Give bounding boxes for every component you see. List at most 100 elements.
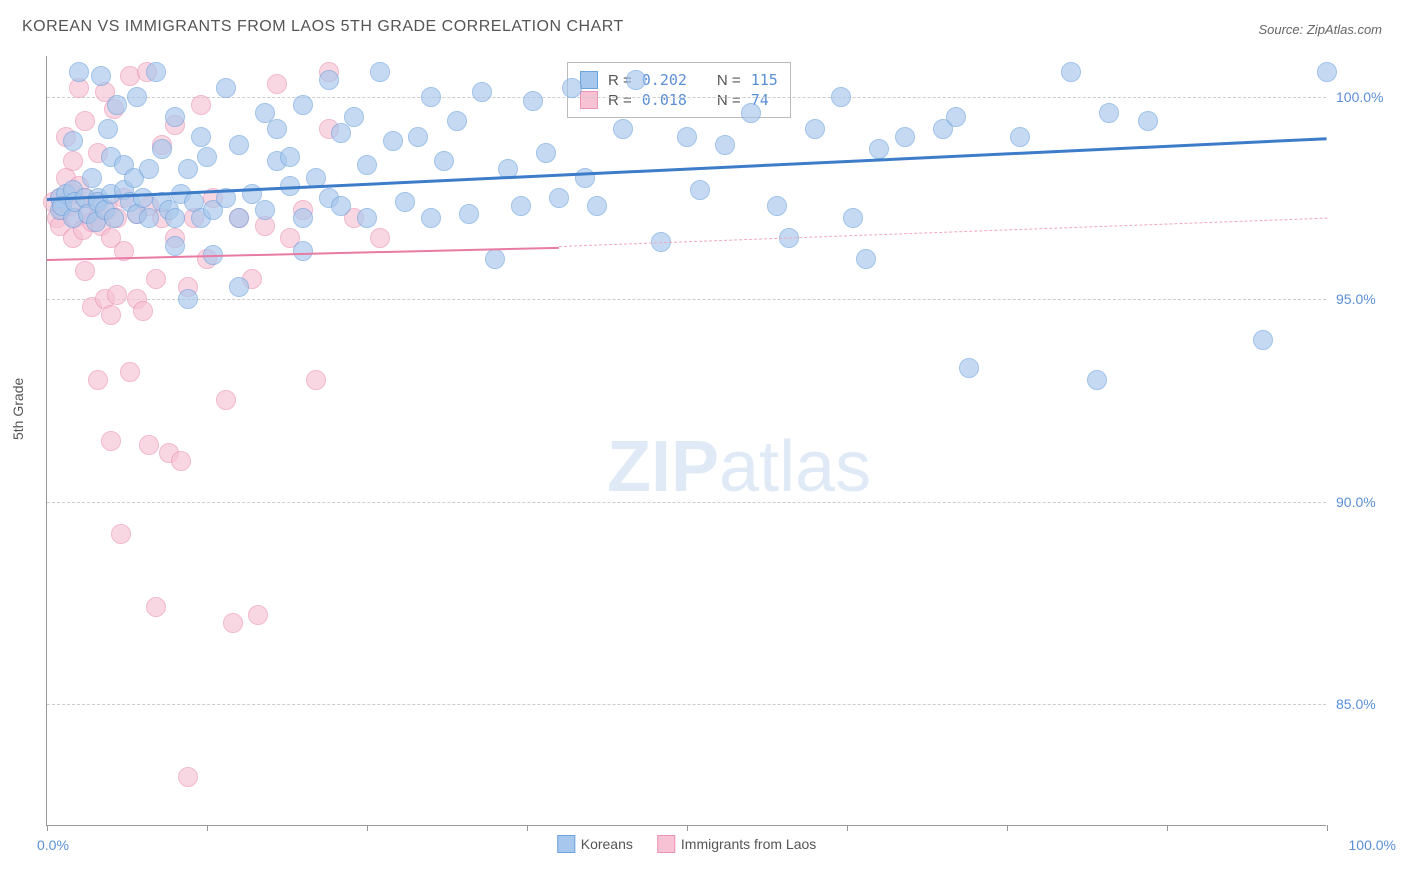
laos-point xyxy=(146,269,166,289)
koreans-point xyxy=(216,78,236,98)
laos-point xyxy=(101,305,121,325)
legend-label: Immigrants from Laos xyxy=(681,836,816,852)
koreans-point xyxy=(895,127,915,147)
legend: Koreans Immigrants from Laos xyxy=(557,835,817,853)
legend-label: Koreans xyxy=(581,836,633,852)
koreans-point xyxy=(587,196,607,216)
koreans-point xyxy=(267,119,287,139)
koreans-point xyxy=(421,87,441,107)
koreans-point xyxy=(472,82,492,102)
koreans-point xyxy=(715,135,735,155)
koreans-point xyxy=(331,196,351,216)
laos-point xyxy=(306,370,326,390)
laos-point xyxy=(75,261,95,281)
koreans-point xyxy=(408,127,428,147)
gridline xyxy=(47,704,1326,705)
koreans-point xyxy=(1010,127,1030,147)
x-axis-max-label: 100.0% xyxy=(1349,837,1396,853)
koreans-point xyxy=(104,208,124,228)
koreans-point xyxy=(562,78,582,98)
laos-point xyxy=(63,151,83,171)
n-value: 115 xyxy=(751,71,778,89)
koreans-point xyxy=(139,159,159,179)
koreans-point xyxy=(549,188,569,208)
koreans-point xyxy=(344,107,364,127)
koreans-point xyxy=(293,208,313,228)
x-tick xyxy=(687,825,688,831)
laos-point xyxy=(171,451,191,471)
koreans-point xyxy=(395,192,415,212)
x-tick xyxy=(1327,825,1328,831)
koreans-point xyxy=(613,119,633,139)
watermark-bold: ZIP xyxy=(607,427,719,507)
legend-item: Immigrants from Laos xyxy=(657,835,816,853)
koreans-point xyxy=(319,70,339,90)
x-tick xyxy=(527,825,528,831)
koreans-point xyxy=(485,249,505,269)
koreans-point xyxy=(152,139,172,159)
koreans-point xyxy=(293,241,313,261)
koreans-point xyxy=(280,147,300,167)
koreans-point xyxy=(856,249,876,269)
x-tick xyxy=(367,825,368,831)
laos-point xyxy=(216,390,236,410)
koreans-point xyxy=(459,204,479,224)
laos-point xyxy=(178,767,198,787)
y-tick-label: 90.0% xyxy=(1336,494,1396,510)
y-tick-label: 95.0% xyxy=(1336,291,1396,307)
koreans-point xyxy=(133,188,153,208)
laos-point xyxy=(370,228,390,248)
koreans-point xyxy=(626,70,646,90)
y-axis-label: 5th Grade xyxy=(10,378,26,440)
n-label: N = xyxy=(717,92,741,109)
plot-area: ZIPatlas R =0.202N =115R =0.018N = 74 Ko… xyxy=(46,56,1326,826)
laos-point xyxy=(101,431,121,451)
laos-trendline-dashed xyxy=(559,218,1327,247)
x-tick xyxy=(1007,825,1008,831)
koreans-point xyxy=(523,91,543,111)
x-tick xyxy=(1167,825,1168,831)
koreans-point xyxy=(383,131,403,151)
series-swatch xyxy=(580,71,598,89)
koreans-point xyxy=(1061,62,1081,82)
laos-point xyxy=(248,605,268,625)
laos-point xyxy=(146,597,166,617)
koreans-point xyxy=(229,277,249,297)
laos-point xyxy=(111,524,131,544)
koreans-point xyxy=(959,358,979,378)
x-axis-min-label: 0.0% xyxy=(37,837,69,853)
koreans-point xyxy=(146,62,166,82)
gridline xyxy=(47,97,1326,98)
koreans-point xyxy=(805,119,825,139)
x-tick xyxy=(847,825,848,831)
koreans-point xyxy=(178,289,198,309)
koreans-point xyxy=(831,87,851,107)
koreans-point xyxy=(869,139,889,159)
gridline xyxy=(47,502,1326,503)
koreans-point xyxy=(536,143,556,163)
koreans-point xyxy=(197,147,217,167)
laos-point xyxy=(133,301,153,321)
koreans-point xyxy=(357,208,377,228)
x-tick xyxy=(207,825,208,831)
watermark: ZIPatlas xyxy=(607,426,871,508)
koreans-point xyxy=(178,159,198,179)
koreans-point xyxy=(127,87,147,107)
series-swatch xyxy=(580,91,598,109)
koreans-point xyxy=(677,127,697,147)
koreans-point xyxy=(229,208,249,228)
koreans-point xyxy=(1138,111,1158,131)
stat-row: R =0.202N =115 xyxy=(580,71,778,89)
koreans-point xyxy=(421,208,441,228)
r-value: 0.202 xyxy=(642,71,687,89)
koreans-point xyxy=(434,151,454,171)
koreans-point xyxy=(447,111,467,131)
koreans-point xyxy=(1317,62,1337,82)
koreans-point xyxy=(741,103,761,123)
legend-item: Koreans xyxy=(557,835,633,853)
koreans-point xyxy=(575,168,595,188)
koreans-point xyxy=(165,208,185,228)
laos-point xyxy=(120,362,140,382)
koreans-point xyxy=(511,196,531,216)
legend-swatch xyxy=(557,835,575,853)
